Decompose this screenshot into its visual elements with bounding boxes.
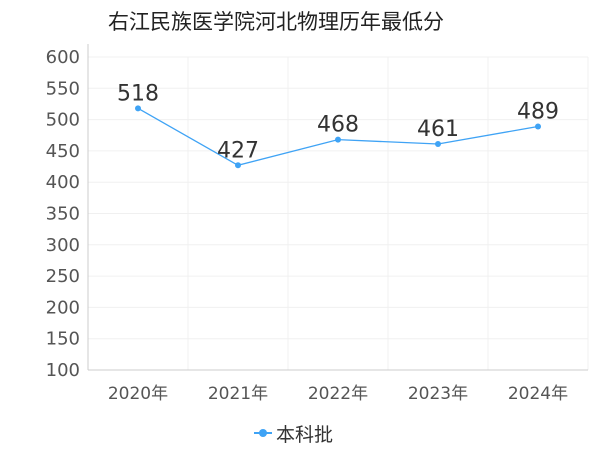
- data-label: 489: [517, 99, 559, 124]
- y-tick-label: 200: [46, 297, 80, 318]
- legend-item[interactable]: 本科批: [254, 420, 333, 446]
- chart-title: 右江民族医学院河北物理历年最低分: [108, 10, 444, 34]
- y-tick-label: 150: [46, 329, 80, 350]
- x-tick-label: 2023年: [408, 384, 468, 404]
- data-label: 468: [317, 113, 359, 138]
- data-label: 518: [117, 81, 159, 106]
- y-axis-ticks: 100 150 200 250 300 350 400 450 500 550 600: [46, 47, 80, 381]
- legend: 本科批: [0, 420, 600, 446]
- data-point: [535, 123, 541, 130]
- x-axis-ticks: 2020年 2021年 2022年 2023年 2024年: [108, 384, 568, 404]
- y-tick-label: 600: [46, 47, 80, 68]
- y-tick-label: 300: [46, 235, 80, 256]
- data-point: [235, 162, 241, 169]
- x-tick-label: 2021年: [208, 384, 268, 404]
- y-tick-label: 500: [46, 110, 80, 131]
- y-tick-label: 100: [46, 360, 80, 381]
- y-tick-label: 550: [46, 78, 80, 99]
- series-group: 518 427 468 461 489: [117, 81, 559, 169]
- data-label: 427: [217, 138, 259, 163]
- y-tick-label: 250: [46, 266, 80, 287]
- y-tick-label: 350: [46, 204, 80, 225]
- data-label: 461: [417, 117, 459, 142]
- legend-line-icon: [254, 427, 272, 439]
- x-tick-label: 2022年: [308, 384, 368, 404]
- y-tick-label: 400: [46, 172, 80, 193]
- data-point: [135, 105, 141, 112]
- axes: [87, 44, 588, 371]
- legend-label: 本科批: [276, 423, 334, 446]
- data-point: [435, 141, 441, 148]
- data-point: [335, 136, 341, 143]
- grid-lines: [87, 56, 589, 371]
- x-tick-label: 2020年: [108, 384, 168, 404]
- x-tick-label: 2024年: [508, 384, 568, 404]
- y-tick-label: 450: [46, 141, 80, 162]
